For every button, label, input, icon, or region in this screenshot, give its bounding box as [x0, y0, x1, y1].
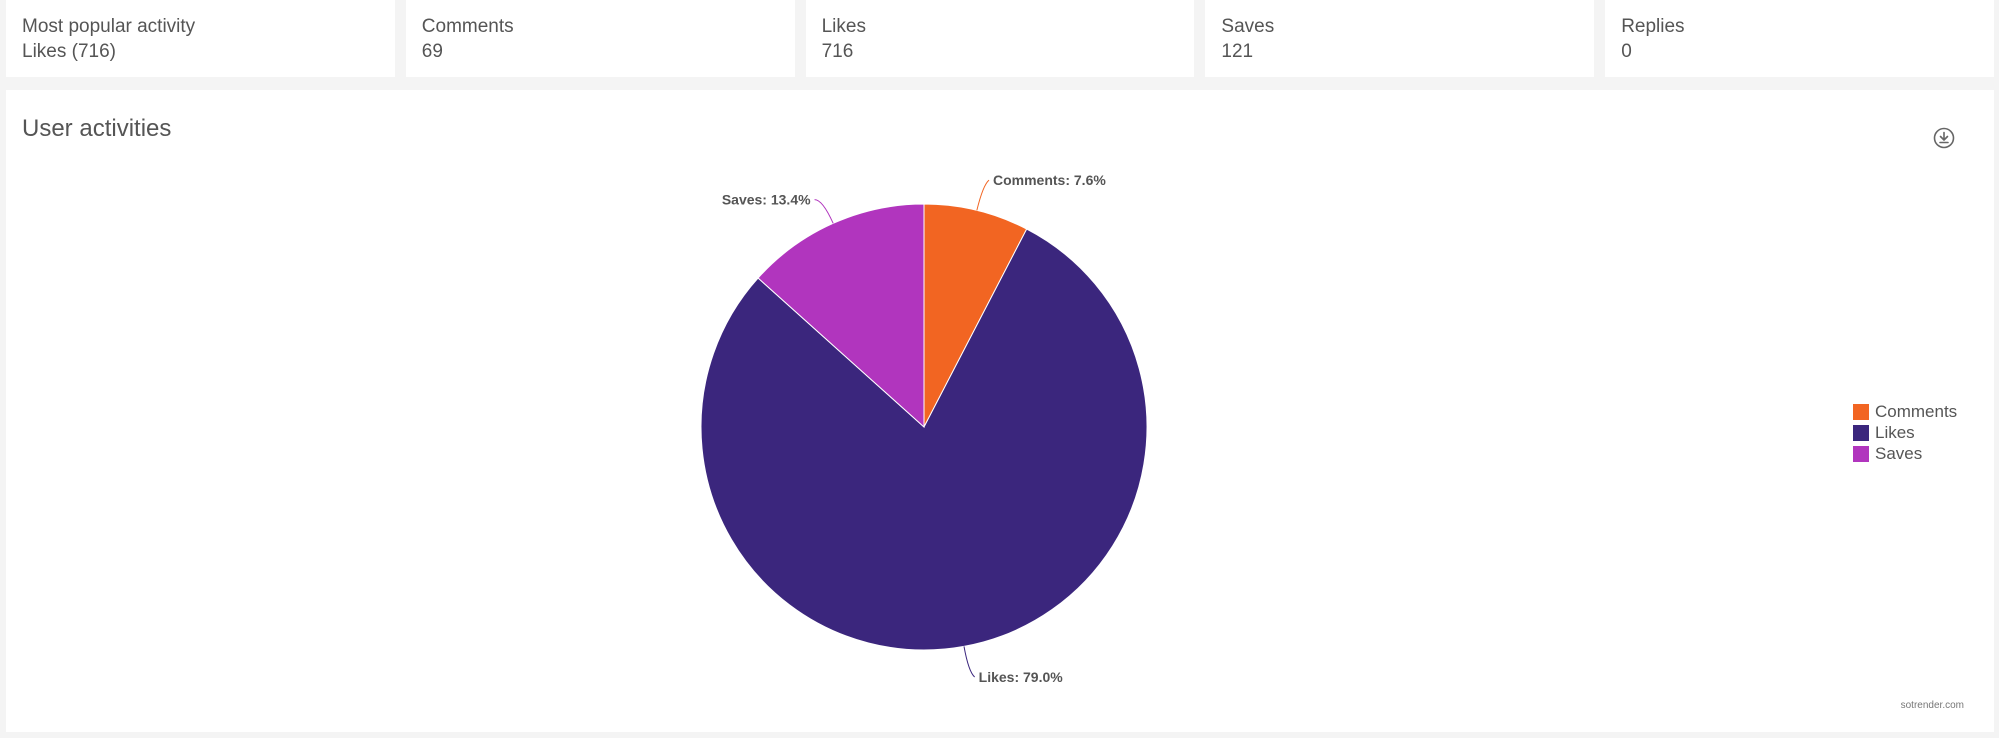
- legend-item-saves[interactable]: Saves: [1853, 443, 1983, 464]
- stat-label: Replies: [1621, 16, 1685, 37]
- stat-label: Most popular activity: [22, 16, 196, 37]
- legend-item-comments[interactable]: Comments: [1853, 401, 1983, 422]
- stat-value: 716: [821, 41, 854, 62]
- stat-card-saves: Saves 121: [1205, 0, 1595, 77]
- stat-value: Likes (716): [22, 41, 116, 62]
- stat-card-likes: Likes 716: [805, 0, 1195, 77]
- credit-text: sotrender.com: [1900, 700, 1964, 711]
- legend-label: Comments: [1875, 401, 1958, 421]
- pie-connector-likes: [963, 646, 976, 678]
- stat-value: 121: [1221, 41, 1254, 62]
- pie-label-likes: Likes: 79.0%: [979, 669, 1064, 685]
- chart-legend: Comments Likes Saves: [1853, 401, 1983, 464]
- legend-item-likes[interactable]: Likes: [1853, 422, 1983, 443]
- stats-row: Most popular activity Likes (716) Commen…: [6, 0, 1994, 77]
- pie-connector-saves: [814, 199, 834, 224]
- pie-chart: Comments: 7.6% Likes: 79.0% Saves: 13.4%: [700, 172, 1148, 685]
- pie-slice-saves[interactable]: [757, 203, 925, 429]
- stat-value: 0: [1621, 41, 1632, 62]
- download-icon-graphic: [1933, 127, 1955, 149]
- legend-swatch: [1853, 424, 1869, 441]
- stat-card-most-popular: Most popular activity Likes (716): [6, 0, 395, 77]
- chart-title: User activities: [22, 115, 172, 142]
- pie-connector-comments: [976, 179, 990, 211]
- stat-card-replies: Replies 0: [1605, 0, 1994, 77]
- legend-swatch: [1853, 445, 1869, 462]
- pie-slice-comments[interactable]: [923, 203, 1028, 428]
- pie-label-saves: Saves: 13.4%: [722, 192, 811, 208]
- stat-card-comments: Comments 69: [405, 0, 795, 77]
- pie-label-comments: Comments: 7.6%: [993, 172, 1106, 188]
- stat-label: Likes: [821, 16, 866, 37]
- legend-label: Saves: [1875, 443, 1923, 463]
- stat-value: 69: [421, 41, 443, 62]
- download-icon[interactable]: [1932, 126, 1956, 150]
- stat-label: Saves: [1221, 16, 1275, 37]
- pie-slice-likes[interactable]: [700, 228, 1148, 651]
- legend-swatch: [1853, 403, 1869, 420]
- legend-label: Likes: [1875, 422, 1915, 442]
- user-activities-panel: User activities Comments: 7.6% Likes: 79.…: [6, 90, 1994, 732]
- stat-label: Comments: [421, 16, 514, 37]
